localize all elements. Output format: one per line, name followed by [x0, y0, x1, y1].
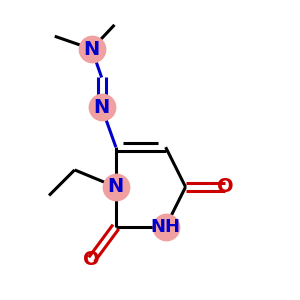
Text: O: O — [83, 250, 100, 269]
Text: N: N — [94, 98, 110, 117]
Text: N: N — [84, 40, 100, 58]
Text: N: N — [108, 178, 124, 196]
Text: O: O — [217, 178, 234, 196]
Text: NH: NH — [151, 218, 181, 236]
